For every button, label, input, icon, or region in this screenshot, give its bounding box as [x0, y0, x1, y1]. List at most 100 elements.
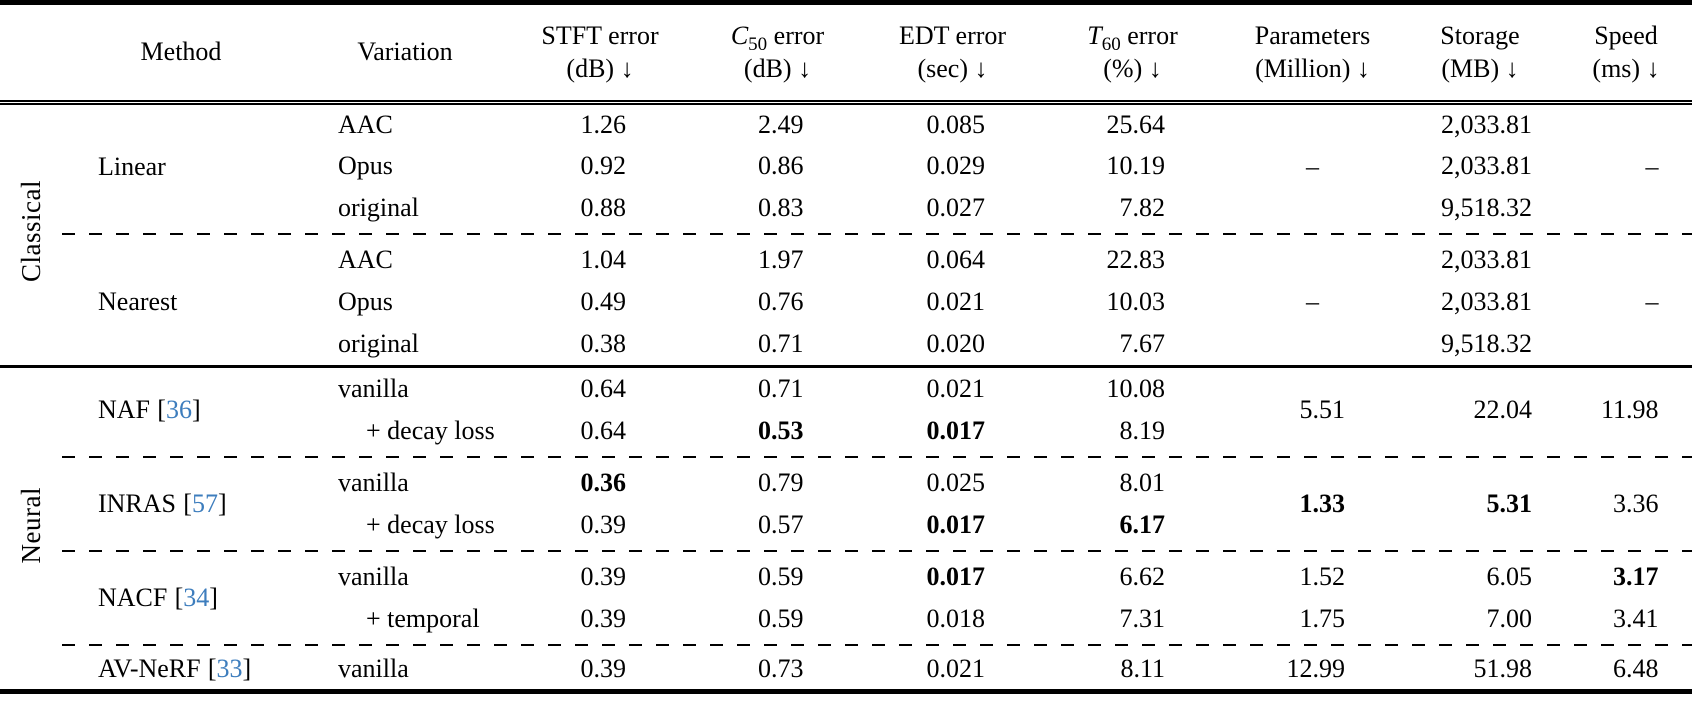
c50-symbol: C [730, 21, 749, 50]
citation-link[interactable]: 33 [216, 654, 243, 684]
variation-label: Opus [338, 286, 393, 316]
col-header-method: Method [62, 2, 300, 105]
cell-stft: 0.39 [510, 650, 690, 692]
cell-params: – [1225, 103, 1400, 229]
cell-t60: 25.64 [1040, 103, 1225, 145]
cell-stft: 0.39 [510, 598, 690, 640]
edt-value: 0.021 [926, 373, 986, 403]
col-header-stft-line1: STFT error [541, 21, 659, 50]
table-row: original 0.88 0.83 0.027 7.82 9,518.32 [0, 187, 1692, 229]
bracket-close: ] [242, 654, 252, 684]
variation-label: AAC [338, 244, 393, 274]
cell-stft: 0.64 [510, 410, 690, 452]
variation-label: + decay loss [366, 415, 495, 445]
citation-link[interactable]: 57 [191, 488, 218, 518]
cell-stft: 0.49 [510, 281, 690, 323]
cell-t60: 8.01 [1040, 462, 1225, 504]
t60-value: 6.17 [1119, 509, 1166, 539]
cell-c50: 2.49 [690, 103, 865, 145]
t60-value: 7.67 [1119, 328, 1166, 358]
edt-value: 0.025 [926, 467, 986, 497]
variation-label: original [338, 192, 419, 222]
c50-value: 1.97 [758, 244, 804, 274]
cell-speed: 3.36 [1560, 462, 1692, 546]
method-name: AV-NeRF [98, 654, 201, 684]
params-value: 12.99 [1286, 654, 1346, 684]
params-value: – [1306, 151, 1319, 181]
storage-value: 9,518.32 [1441, 192, 1532, 222]
t60-value: 8.11 [1120, 654, 1165, 684]
cell-params: 5.51 [1225, 368, 1400, 452]
cell-variation: Opus [300, 145, 510, 187]
cell-storage: 7.00 [1400, 598, 1560, 640]
col-header-speed-line1: Speed [1594, 21, 1658, 50]
cell-method: INRAS [57] [62, 462, 300, 546]
cell-variation: vanilla [300, 650, 510, 692]
cell-c50: 1.97 [690, 239, 865, 281]
cell-c50: 0.71 [690, 323, 865, 365]
cell-t60: 22.83 [1040, 239, 1225, 281]
stft-value: 0.64 [580, 373, 627, 403]
col-header-stft-line2: (dB) ↓ [566, 53, 634, 83]
col-header-group [0, 2, 62, 105]
group-label-neural-text: Neural [15, 486, 46, 563]
cell-variation: Opus [300, 281, 510, 323]
cell-storage: 22.04 [1400, 368, 1560, 452]
c50-value: 0.57 [758, 509, 804, 539]
c50-value: 0.59 [758, 603, 804, 633]
cell-method: AV-NeRF [33] [62, 650, 300, 692]
cell-t60: 8.19 [1040, 410, 1225, 452]
col-header-t60-line2: (%) ↓ [1103, 53, 1162, 83]
method-name: Linear [98, 151, 166, 181]
t60-value: 8.01 [1119, 467, 1166, 497]
cell-edt: 0.021 [865, 650, 1040, 692]
cell-speed: 3.17 [1560, 556, 1692, 598]
cell-t60: 6.62 [1040, 556, 1225, 598]
edt-value: 0.085 [926, 109, 986, 139]
cell-params: 1.75 [1225, 598, 1400, 640]
cell-edt: 0.021 [865, 281, 1040, 323]
col-header-stft: STFT error (dB) ↓ [510, 2, 690, 105]
c50-value: 0.76 [758, 286, 804, 316]
t60-value: 8.19 [1119, 415, 1166, 445]
group-label-neural: Neural [0, 368, 62, 692]
table-row: + decay loss 0.39 0.57 0.017 6.17 [0, 504, 1692, 546]
storage-value: 6.05 [1486, 561, 1533, 591]
group-label-classical-text: Classical [15, 180, 46, 283]
bracket-open: [ [207, 654, 217, 684]
stft-value: 0.88 [580, 192, 627, 222]
cell-c50: 0.71 [690, 368, 865, 410]
variation-label: vanilla [338, 561, 409, 591]
cell-speed: 3.41 [1560, 598, 1692, 640]
storage-value: 22.04 [1473, 394, 1533, 424]
cell-storage: 2,033.81 [1400, 103, 1560, 145]
cell-method: NACF [34] [62, 556, 300, 640]
t60-rest: error [1127, 21, 1178, 50]
cell-variation: vanilla [300, 462, 510, 504]
edt-value: 0.018 [926, 603, 986, 633]
c50-value: 2.49 [758, 109, 804, 139]
stft-value: 1.26 [580, 109, 627, 139]
cell-variation: original [300, 187, 510, 229]
cell-stft: 0.88 [510, 187, 690, 229]
edt-value: 0.021 [926, 654, 986, 684]
bracket-open: [ [157, 394, 166, 424]
col-header-variation: Variation [300, 2, 510, 105]
stft-value: 0.39 [580, 561, 627, 591]
cell-edt: 0.017 [865, 410, 1040, 452]
citation-link[interactable]: 36 [165, 394, 192, 424]
cell-params: – [1225, 239, 1400, 365]
cell-t60: 7.31 [1040, 598, 1225, 640]
cell-variation: AAC [300, 103, 510, 145]
table-row: NACF [34] vanilla 0.39 0.59 0.017 6.62 1.… [0, 556, 1692, 612]
cell-edt: 0.018 [865, 598, 1040, 640]
bracket-open: [ [174, 582, 184, 612]
col-header-storage: Storage (MB) ↓ [1400, 2, 1560, 105]
stft-value: 0.92 [580, 150, 627, 180]
method-name: NACF [98, 582, 168, 612]
t60-value: 22.83 [1106, 244, 1166, 274]
stft-value: 0.38 [580, 328, 627, 358]
cell-speed: 6.48 [1560, 650, 1692, 692]
citation-link[interactable]: 34 [183, 582, 210, 612]
